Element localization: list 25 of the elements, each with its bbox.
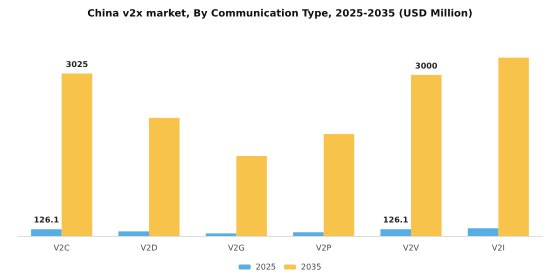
bar: [206, 233, 236, 236]
data-label: 3000: [415, 61, 438, 70]
bar: [468, 228, 498, 236]
data-label: 126.1: [383, 216, 409, 225]
bar: [411, 74, 442, 236]
bar: [149, 118, 180, 236]
bar: [293, 232, 324, 236]
legend-label: 2035: [301, 262, 322, 272]
x-tick-label: V2C: [54, 244, 70, 252]
chart-title: China v2x market, By Communication Type, 2025-2035 (USD Million): [87, 8, 473, 20]
bar: [62, 74, 92, 236]
bar: [324, 134, 354, 236]
x-tick-label: V2P: [316, 244, 332, 252]
bar: [380, 229, 411, 236]
x-tick-label: V2V: [402, 244, 420, 252]
bar: [118, 231, 149, 236]
bar: [498, 58, 529, 236]
x-tick-label: V2D: [140, 244, 158, 252]
x-tick-label: V2I: [492, 244, 505, 252]
legend-label: 2025: [256, 262, 276, 272]
data-label: 126.1: [34, 216, 60, 225]
bar: [236, 156, 267, 236]
x-tick-label: V2G: [228, 244, 245, 252]
bar: [31, 229, 62, 236]
data-label: 3025: [66, 60, 89, 70]
